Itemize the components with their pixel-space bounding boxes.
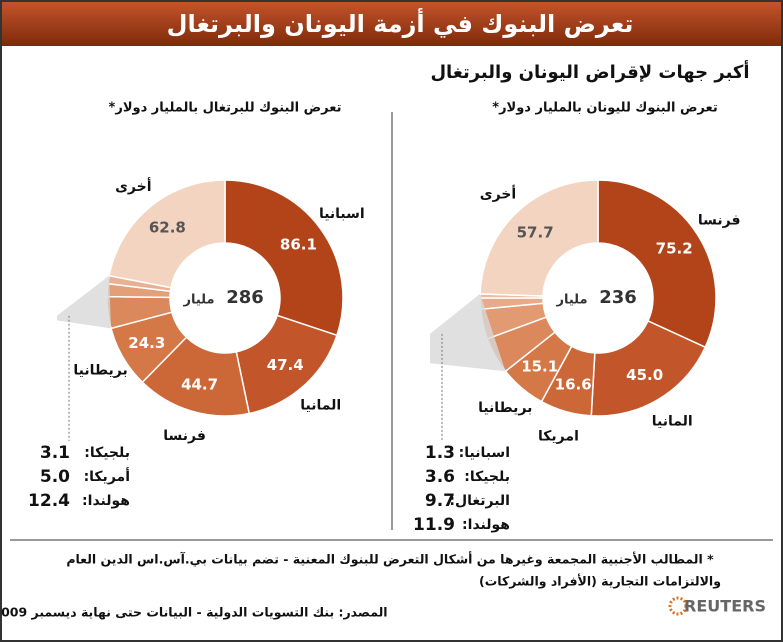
title: تعرض البنوك في أزمة اليونان والبرتغال <box>167 8 634 38</box>
value-label: 11.9 <box>413 515 455 535</box>
category-label: اسبانيا <box>319 206 365 222</box>
group-bracket <box>57 275 111 329</box>
chart-title: تعرض البنوك للبرتغال بالمليار دولار* <box>109 101 342 116</box>
group-bracket <box>430 293 506 372</box>
value-label: 75.2 <box>656 240 693 258</box>
category-label: فرنسا <box>163 428 206 444</box>
value-label: 3.6 <box>425 467 455 487</box>
category-label: هولندا: <box>82 493 130 509</box>
category-label: المانيا <box>652 413 693 429</box>
value-label: 86.1 <box>280 236 317 254</box>
total-unit: مليار <box>182 293 214 308</box>
value-label: 57.7 <box>517 223 554 241</box>
category-label: امريكا <box>538 428 579 444</box>
footnote-line: والالتزامات التجارية (الأفراد والشركات) <box>479 574 721 589</box>
value-label: 62.8 <box>149 219 186 237</box>
logo: REUTERS <box>684 597 766 616</box>
value-label: 12.4 <box>28 491 70 511</box>
total-value: 236 <box>599 287 637 308</box>
donut-hole <box>170 243 280 353</box>
category-label: هولندا: <box>462 517 510 533</box>
total-unit: مليار <box>555 293 587 308</box>
subtitle: أكبر جهات لإقراض اليونان والبرتغال <box>430 60 749 83</box>
value-label: 16.6 <box>555 376 592 394</box>
category-label: بريطانيا <box>73 363 127 379</box>
value-label: 45.0 <box>626 366 663 384</box>
value-label: 47.4 <box>267 356 304 374</box>
donut-hole <box>543 243 653 353</box>
category-label: أمريكا: <box>84 467 130 485</box>
category-label: البرتغال: <box>449 493 510 509</box>
category-label: بريطانيا <box>478 400 532 416</box>
category-label: بلجيكا: <box>84 445 130 461</box>
category-label: اسبانيا: <box>459 445 510 461</box>
category-label: أخرى <box>480 184 516 202</box>
footnote-line: * المطالب الأجنبية المجمعة وغيرها من أشك… <box>66 551 714 568</box>
logo-mark <box>668 596 688 616</box>
header-bar <box>2 2 781 46</box>
category-label: أخرى <box>115 177 151 195</box>
value-label: 1.3 <box>425 443 455 463</box>
value-label: 44.7 <box>181 375 218 393</box>
value-label: 3.1 <box>40 443 70 463</box>
total-value: 286 <box>226 287 264 308</box>
chart-title: تعرض البنوك لليونان بالمليار دولار* <box>492 101 717 116</box>
category-label: فرنسا <box>698 212 741 228</box>
category-label: بلجيكا: <box>464 469 510 485</box>
value-label: 5.0 <box>40 467 70 487</box>
value-label: 15.1 <box>521 358 558 376</box>
category-label: المانيا <box>300 398 341 414</box>
source: المصدر: بنك التسويات الدولية - البيانات … <box>0 605 388 620</box>
value-label: 9.7 <box>425 491 455 511</box>
value-label: 24.3 <box>128 334 165 352</box>
